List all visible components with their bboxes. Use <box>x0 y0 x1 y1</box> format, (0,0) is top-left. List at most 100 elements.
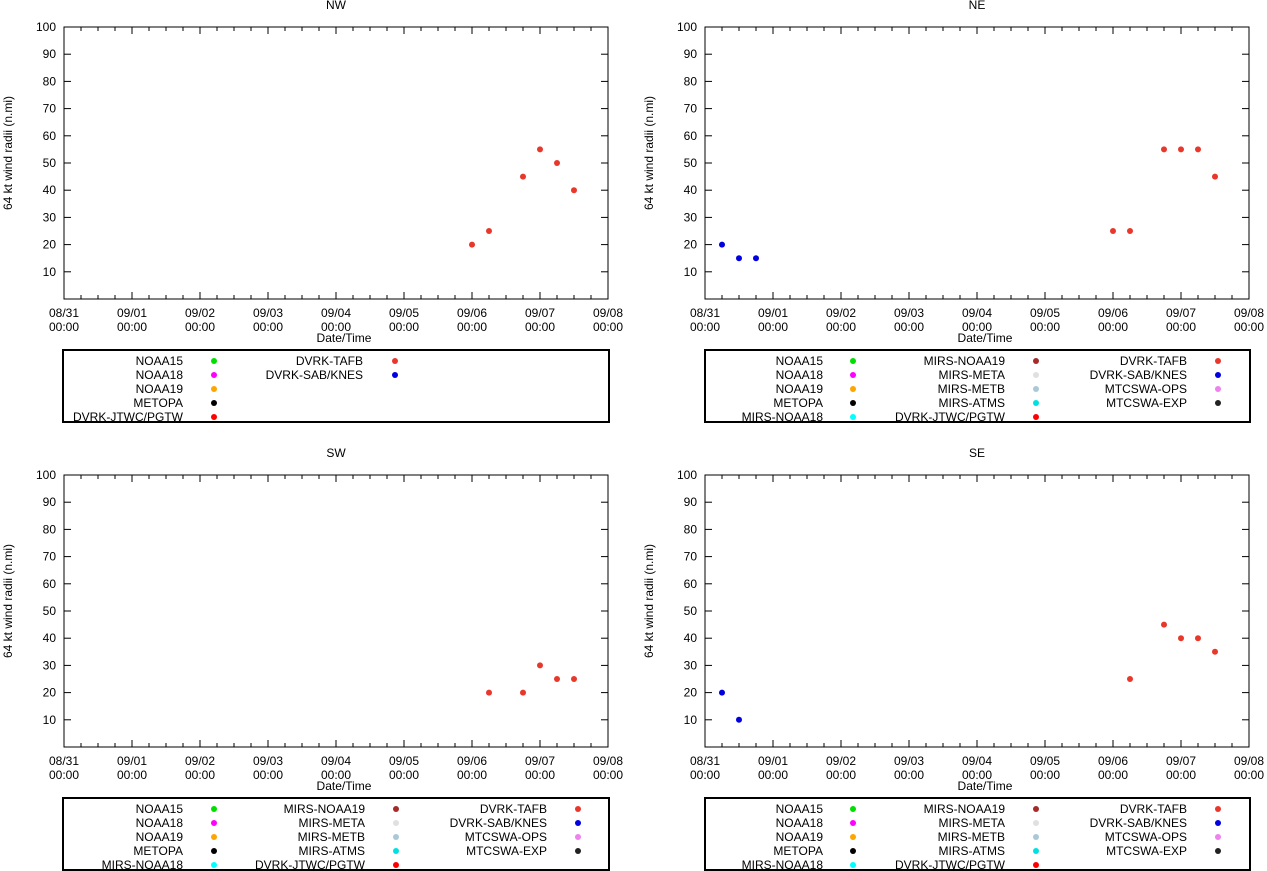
legend-label: DVRK-SAB/KNES <box>1090 368 1187 382</box>
legend-marker <box>1033 400 1039 406</box>
x-tick-date-label: 09/05 <box>389 306 419 320</box>
y-tick-label: 20 <box>684 238 698 252</box>
legend-marker <box>850 358 856 364</box>
x-tick-date-label: 09/01 <box>758 754 788 768</box>
x-tick-time-label: 00:00 <box>1234 768 1264 782</box>
legend-marker <box>1215 400 1221 406</box>
x-tick-date-label: 09/07 <box>525 306 555 320</box>
panel-ne: NE10203040506070809010008/3100:0009/0100… <box>642 0 1264 424</box>
legend-item: NOAA19 <box>776 830 856 844</box>
legend-marker <box>393 806 399 812</box>
legend-marker <box>1033 820 1039 826</box>
x-tick-time-label: 00:00 <box>690 320 720 334</box>
x-tick-time-label: 00:00 <box>525 768 555 782</box>
data-point <box>1178 635 1184 642</box>
legend-label: MTCSWA-EXP <box>1106 396 1187 410</box>
legend-item: MTCSWA-OPS <box>1105 382 1221 396</box>
legend-marker <box>850 848 856 854</box>
legend-label: DVRK-SAB/KNES <box>1090 816 1187 830</box>
x-tick-date-label: 09/01 <box>117 754 147 768</box>
plot-frame <box>704 26 1250 300</box>
y-tick-label: 90 <box>43 495 57 509</box>
legend-label: NOAA19 <box>136 382 184 396</box>
data-point <box>1110 228 1116 234</box>
x-tick-date-label: 09/04 <box>962 754 992 768</box>
y-tick-label: 10 <box>684 713 698 727</box>
legend-label: DVRK-TAFB <box>480 802 547 816</box>
legend-label: DVRK-JTWC/PGTW <box>255 858 366 871</box>
legend-item: MTCSWA-EXP <box>1106 396 1221 410</box>
x-tick-date-label: 08/31 <box>49 306 79 320</box>
legend-item: MIRS-META <box>939 816 1039 830</box>
legend-label: MTCSWA-EXP <box>466 844 547 858</box>
x-tick-date-label: 09/03 <box>894 754 924 768</box>
legend-item: DVRK-JTWC/PGTW <box>255 858 399 871</box>
legend-marker <box>850 400 856 406</box>
legend-item: MTCSWA-EXP <box>1106 844 1221 858</box>
x-tick-time-label: 00:00 <box>593 768 623 782</box>
legend-marker <box>1033 806 1039 812</box>
legend-marker <box>1215 834 1221 840</box>
legend-item: MIRS-ATMS <box>939 844 1039 858</box>
x-tick-time-label: 00:00 <box>389 320 419 334</box>
legend-marker <box>211 862 217 868</box>
x-tick-date-label: 09/08 <box>1234 754 1264 768</box>
x-tick-date-label: 09/04 <box>321 754 351 768</box>
y-tick-label: 60 <box>684 577 698 591</box>
legend-marker <box>1215 848 1221 854</box>
legend-item: DVRK-SAB/KNES <box>450 816 581 830</box>
x-tick-time-label: 00:00 <box>185 320 215 334</box>
legend-label: MIRS-NOAA19 <box>924 802 1006 816</box>
legend-label: DVRK-TAFB <box>296 354 363 368</box>
legend-marker <box>1033 386 1039 392</box>
x-tick-time-label: 00:00 <box>962 320 992 334</box>
legend-marker <box>211 414 217 420</box>
legend-item: MIRS-NOAA19 <box>924 802 1039 816</box>
legend-item: DVRK-TAFB <box>480 802 581 816</box>
legend-marker <box>211 806 217 812</box>
x-tick-time-label: 00:00 <box>690 768 720 782</box>
legend-marker <box>850 820 856 826</box>
data-point <box>486 689 492 696</box>
y-tick-label: 50 <box>684 604 698 618</box>
legend-label: DVRK-TAFB <box>1120 354 1187 368</box>
legend-marker <box>393 848 399 854</box>
legend-marker <box>850 862 856 868</box>
x-tick-date-label: 09/02 <box>185 754 215 768</box>
data-point <box>537 146 543 153</box>
legend-label: MIRS-NOAA19 <box>924 354 1006 368</box>
x-tick-time-label: 00:00 <box>253 768 283 782</box>
legend-label: MTCSWA-OPS <box>1105 830 1187 844</box>
legend-label: NOAA15 <box>136 802 184 816</box>
data-point <box>719 689 725 696</box>
data-point <box>1178 146 1184 153</box>
x-tick-date-label: 09/08 <box>593 754 623 768</box>
x-tick-time-label: 00:00 <box>49 320 79 334</box>
y-tick-label: 20 <box>684 686 698 700</box>
legend-marker <box>1033 358 1039 364</box>
x-tick-time-label: 00:00 <box>117 320 147 334</box>
data-point <box>469 241 475 248</box>
x-tick-time-label: 00:00 <box>894 320 924 334</box>
plot-frame <box>704 474 1250 748</box>
x-tick-time-label: 00:00 <box>525 320 555 334</box>
y-tick-label: 50 <box>43 156 57 170</box>
x-tick-time-label: 00:00 <box>826 320 856 334</box>
legend-marker <box>850 806 856 812</box>
y-tick-label: 90 <box>43 47 57 61</box>
legend-label: NOAA15 <box>776 354 824 368</box>
legend-item: METOPA <box>773 396 856 410</box>
x-tick-time-label: 00:00 <box>758 768 788 782</box>
y-tick-label: 90 <box>684 47 698 61</box>
series-dvrk-tafb <box>486 662 577 696</box>
y-tick-label: 70 <box>43 550 57 564</box>
y-tick-label: 10 <box>43 713 57 727</box>
x-tick-time-label: 00:00 <box>457 768 487 782</box>
x-tick-time-label: 00:00 <box>117 768 147 782</box>
x-tick-date-label: 09/02 <box>826 754 856 768</box>
x-tick-date-label: 09/07 <box>1166 754 1196 768</box>
legend-label: MIRS-METB <box>938 830 1005 844</box>
legend-label: MIRS-METB <box>298 830 365 844</box>
